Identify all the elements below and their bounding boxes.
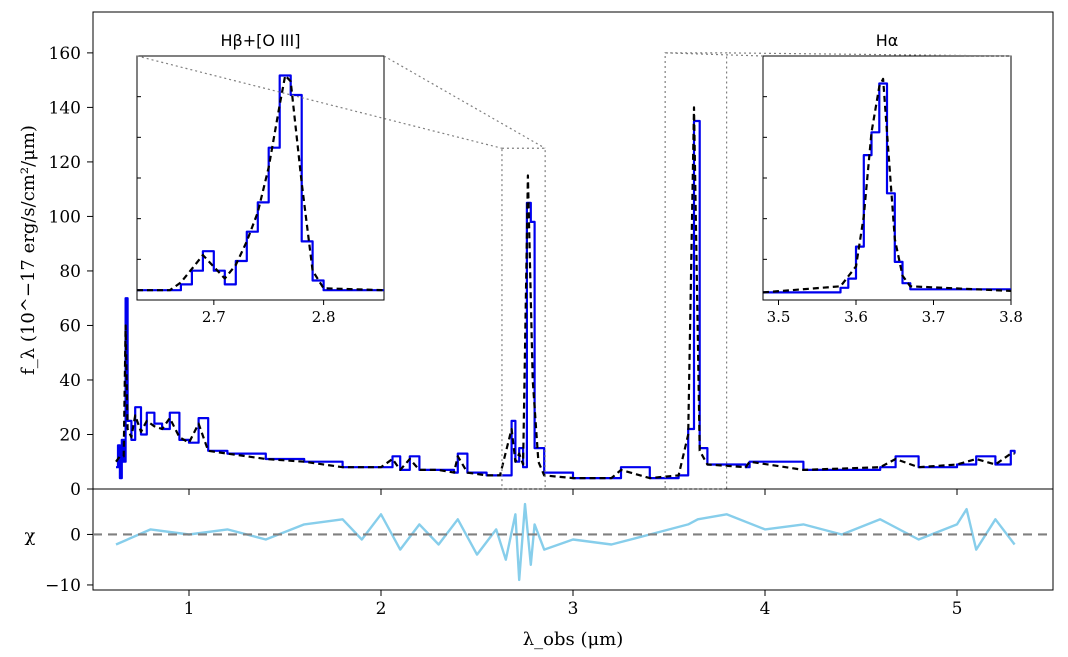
main-ytick-label: 160 xyxy=(49,44,81,64)
inset-hb-frame xyxy=(136,55,385,301)
main-ylabel: f_λ (10^−17 erg/s/cm²/μm) xyxy=(18,125,39,375)
inset-ha-xtick-label: 3.7 xyxy=(922,308,946,326)
xtick-label: 5 xyxy=(952,599,963,619)
zoom-region-box xyxy=(501,147,546,490)
main-ytick-label: 140 xyxy=(49,98,81,118)
main-ytick-label: 0 xyxy=(70,480,81,500)
axis-labels: f_λ (10^−17 erg/s/cm²/μm) χ λ_obs (μm) xyxy=(18,125,623,650)
zoom-connector xyxy=(665,52,764,57)
residual-series-0 xyxy=(115,502,1016,582)
xlabel: λ_obs (μm) xyxy=(523,629,624,650)
residual-ylabel: χ xyxy=(25,525,36,546)
inset-hb-xtick-label: 2.7 xyxy=(202,308,226,326)
halpha-inset: 3.5 3.6 3.7 3.8 Hα xyxy=(762,31,1023,326)
zoom-connector xyxy=(383,55,546,149)
inset-ha-xtick-label: 3.8 xyxy=(999,308,1023,326)
inset-ha-xtick-label: 3.5 xyxy=(767,308,791,326)
main-series-1 xyxy=(115,106,1015,480)
xtick-label: 2 xyxy=(376,599,387,619)
inset-ha-title: Hα xyxy=(876,31,899,50)
xtick-label: 1 xyxy=(184,599,195,619)
inset-ha-series-1 xyxy=(763,77,1011,294)
zoom-connector-lines xyxy=(136,52,1012,490)
inset-ha-series-0 xyxy=(763,82,1011,294)
inset-hb-title: Hβ+[O III] xyxy=(221,31,301,50)
residual-ytick-label: 0 xyxy=(70,525,81,545)
inset-hb-xtick-label: 2.8 xyxy=(312,308,336,326)
residual-panel: −10 0 1 2 3 4 5 xyxy=(45,488,1054,619)
xtick-label: 3 xyxy=(568,599,579,619)
inset-hb-series-1 xyxy=(137,74,384,292)
inset-hb-series-0 xyxy=(137,74,384,292)
main-ytick-label: 80 xyxy=(59,262,81,282)
main-ytick-label: 20 xyxy=(59,425,81,445)
zoom-region-box xyxy=(664,52,728,490)
hbeta-oiii-inset: 2.7 2.8 Hβ+[O III] xyxy=(136,31,385,326)
residual-ytick-label: −10 xyxy=(45,576,81,596)
main-ytick-label: 100 xyxy=(49,207,81,227)
main-ytick-label: 120 xyxy=(49,153,81,173)
main-ytick-label: 60 xyxy=(59,316,81,336)
inset-ha-xtick-label: 3.6 xyxy=(844,308,868,326)
main-ytick-label: 40 xyxy=(59,371,81,391)
xtick-label: 4 xyxy=(760,599,771,619)
